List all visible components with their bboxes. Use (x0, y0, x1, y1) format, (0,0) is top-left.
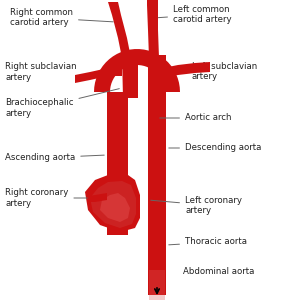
Text: Thoracic aorta: Thoracic aorta (169, 238, 247, 247)
Polygon shape (148, 55, 166, 100)
Text: Ascending aorta: Ascending aorta (5, 154, 104, 163)
Polygon shape (90, 181, 136, 228)
Polygon shape (75, 68, 122, 83)
Text: Right subclavian
artery: Right subclavian artery (5, 62, 97, 82)
Text: Left coronary
artery: Left coronary artery (151, 196, 242, 215)
Polygon shape (122, 55, 138, 98)
Text: Left common
carotid artery: Left common carotid artery (156, 5, 232, 24)
Text: Abdominal aorta: Abdominal aorta (183, 268, 254, 277)
Polygon shape (100, 193, 130, 222)
Polygon shape (107, 175, 128, 200)
Text: Left subclavian
artery: Left subclavian artery (185, 62, 257, 81)
Text: Aortic arch: Aortic arch (160, 113, 232, 122)
Polygon shape (94, 49, 180, 92)
Text: Descending aorta: Descending aorta (169, 143, 261, 152)
Polygon shape (147, 0, 159, 58)
Polygon shape (149, 270, 165, 300)
Text: Right common
carotid artery: Right common carotid artery (10, 8, 113, 27)
Polygon shape (88, 193, 107, 202)
Polygon shape (148, 88, 166, 295)
Polygon shape (85, 175, 140, 232)
Polygon shape (107, 118, 128, 235)
Polygon shape (108, 2, 131, 58)
Text: Right coronary
artery: Right coronary artery (5, 188, 87, 208)
Polygon shape (107, 92, 128, 125)
Text: Brachiocephalic
artery: Brachiocephalic artery (5, 89, 119, 118)
Polygon shape (163, 62, 210, 78)
